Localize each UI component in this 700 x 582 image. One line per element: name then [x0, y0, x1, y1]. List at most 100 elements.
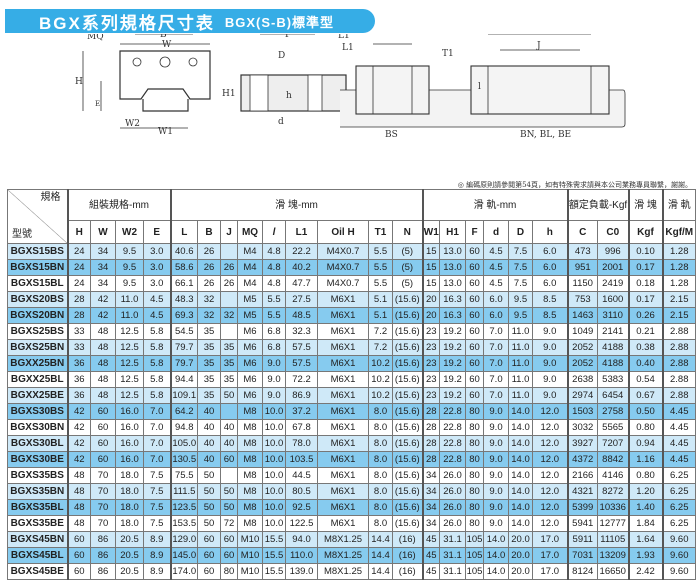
column-header: Kgf	[627, 220, 663, 244]
cell-w: 60	[90, 403, 116, 420]
cell-f: 80	[465, 403, 484, 420]
cell-n: (15.6)	[392, 307, 423, 324]
column-header: D	[508, 220, 533, 244]
cell-oil-h: M6X1	[317, 483, 369, 500]
cell-oil-h: M6X1	[317, 499, 369, 516]
table-row: BGXS20BN 28 42 11.0 4.5 69.3 32 32 M5 5.5 48.5 M6X1…	[7, 307, 696, 324]
column-header: H1	[439, 220, 466, 244]
column-header: d	[483, 220, 509, 244]
cell-h1: 22.8	[439, 403, 466, 420]
cell-c: 4321	[566, 483, 598, 500]
cell-j: 50	[220, 483, 238, 500]
cell-f: 60	[465, 259, 484, 276]
cell-w: 48	[90, 323, 116, 340]
cell-oil-h: M4X0.7	[317, 275, 369, 292]
cell-w2: 12.5	[115, 323, 144, 340]
label-B: B	[160, 34, 167, 40]
cell-kgf-m: 6.25	[661, 483, 696, 500]
cell-t1: 10.2	[368, 387, 393, 404]
cell-w1: 20	[421, 291, 440, 308]
cell-j: 32	[220, 307, 238, 324]
cell-h1: 19.2	[439, 355, 466, 372]
cell-mq: M8	[237, 515, 263, 532]
cell-c0: 2001	[597, 259, 629, 276]
cell-d: 7.0	[483, 387, 509, 404]
cell-l: 48.3	[169, 291, 198, 308]
cell-d: 4.5	[483, 243, 509, 260]
cell-j: 50	[220, 499, 238, 516]
cell-d: 9.0	[483, 467, 509, 484]
cell-w: 70	[90, 467, 116, 484]
cell-l: 58.6	[169, 259, 198, 276]
cell-w: 60	[90, 451, 116, 468]
cell-d: 9.0	[483, 483, 509, 500]
cell-h1: 31.1	[439, 563, 466, 580]
cell-kgf: 0.54	[627, 371, 663, 388]
model-cell: BGXS35BE	[7, 515, 68, 532]
cell-h: 28	[66, 307, 91, 324]
column-header: B	[197, 220, 221, 244]
cell-h1: 26.0	[439, 499, 466, 516]
column-header: W2	[115, 220, 144, 244]
cell-f: 80	[465, 483, 484, 500]
cell-c0: 12777	[597, 515, 629, 532]
cell-mq: M8	[237, 419, 263, 436]
cell-j	[220, 291, 238, 308]
cell-kgf-m: 9.60	[661, 563, 696, 580]
cell-h: 17.0	[532, 563, 568, 580]
cell-n: (16)	[392, 547, 423, 564]
cell-l: 130.5	[169, 451, 198, 468]
cell-l1: 57.5	[285, 339, 318, 356]
cell-h: 36	[66, 355, 91, 372]
cell-kgf-m: 2.88	[661, 323, 696, 340]
cell-w: 48	[90, 371, 116, 388]
model-cell: BGXX25BN	[7, 355, 68, 372]
cell-h: 9.0	[532, 387, 568, 404]
cell-kgf: 1.16	[627, 451, 663, 468]
cell-b: 26	[197, 243, 221, 260]
label-E: E	[95, 100, 100, 108]
cell-j: 40	[220, 419, 238, 436]
cell-t1: 14.4	[368, 547, 393, 564]
group-header: 額定負載-Kgf	[566, 189, 629, 221]
group-header: 滑 塊-mm	[169, 189, 423, 221]
cell-w2: 11.0	[115, 291, 144, 308]
cell-kgf-m: 2.88	[661, 355, 696, 372]
cell-d: 11.0	[508, 387, 533, 404]
cell-h: 60	[66, 563, 91, 580]
cell-b: 40	[197, 435, 221, 452]
cell-e: 7.5	[143, 499, 171, 516]
cell-e: 8.9	[143, 547, 171, 564]
cell-h: 48	[66, 499, 91, 516]
cell-w1: 28	[421, 403, 440, 420]
column-header: W1	[421, 220, 440, 244]
cell-oil-h: M4X0.7	[317, 243, 369, 260]
cell-l: 123.5	[169, 499, 198, 516]
cell-w: 48	[90, 387, 116, 404]
cell-w2: 12.5	[115, 371, 144, 388]
cell-kgf-m: 2.88	[661, 387, 696, 404]
cell-t1: 8.0	[368, 467, 393, 484]
cell-d: 9.0	[483, 435, 509, 452]
cell-oil-h: M6X1	[317, 467, 369, 484]
group-header: 組裝規格-mm	[66, 189, 171, 221]
cell-e: 7.5	[143, 483, 171, 500]
cell-f: 80	[465, 515, 484, 532]
cell-kgf: 1.93	[627, 547, 663, 564]
cell-n: (5)	[392, 259, 423, 276]
cell-oil-h: M6X1	[317, 515, 369, 532]
cell-n: (5)	[392, 243, 423, 260]
cell-c: 2166	[566, 467, 598, 484]
cell-w: 34	[90, 243, 116, 260]
cell-c0: 4188	[597, 339, 629, 356]
model-cell: BGXS45BL	[7, 547, 68, 564]
cell-c: 1150	[566, 275, 598, 292]
cell-h1: 22.8	[439, 451, 466, 468]
cell-e: 8.9	[143, 563, 171, 580]
cell-n: (15.6)	[392, 435, 423, 452]
cell-h1: 19.2	[439, 371, 466, 388]
cell-w2: 16.0	[115, 419, 144, 436]
cell-mq: M4	[237, 275, 263, 292]
cell-n: (15.6)	[392, 419, 423, 436]
column-header: Kgf/M	[661, 220, 696, 244]
